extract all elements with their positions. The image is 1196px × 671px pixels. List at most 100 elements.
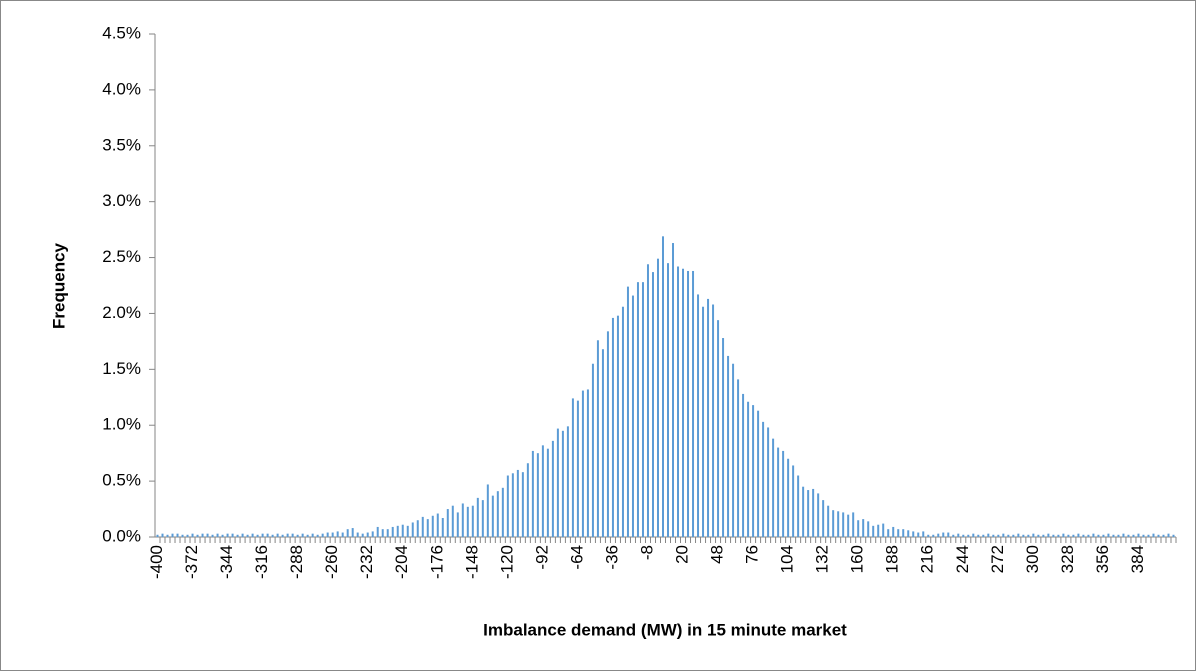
bar: [646, 264, 649, 537]
bar: [531, 450, 534, 537]
bar: [1062, 533, 1065, 537]
bar: [236, 534, 239, 537]
bar: [972, 533, 975, 537]
bar: [1107, 533, 1110, 537]
bar: [772, 438, 775, 537]
bar: [306, 534, 309, 537]
bar: [1042, 534, 1045, 537]
bar: [601, 349, 604, 537]
bar: [656, 258, 659, 537]
y-tick-label: 3.0%: [102, 191, 141, 210]
y-axis-title: Frequency: [49, 242, 68, 329]
bar: [406, 525, 409, 537]
bar: [556, 428, 559, 537]
x-tick-label: -316: [252, 545, 271, 579]
bar: [241, 533, 244, 537]
bar: [376, 526, 379, 537]
x-tick-label: -120: [497, 545, 516, 579]
x-tick-label: 244: [953, 545, 972, 573]
bar: [977, 534, 980, 537]
bar: [436, 513, 439, 537]
x-tick-label: 188: [883, 545, 902, 573]
bar: [812, 488, 815, 537]
bar: [692, 270, 695, 537]
bar: [206, 533, 209, 537]
bar: [992, 534, 995, 537]
x-tick-label: 300: [1023, 545, 1042, 573]
bar: [156, 534, 159, 537]
bar: [727, 355, 730, 537]
bar: [361, 533, 364, 537]
bar: [186, 534, 189, 537]
y-tick-label: 2.5%: [102, 247, 141, 266]
bar: [687, 270, 690, 537]
x-tick-label: -372: [182, 545, 201, 579]
bar: [351, 528, 354, 537]
bar: [526, 463, 529, 537]
bar: [356, 532, 359, 537]
bar: [256, 534, 259, 537]
bar: [421, 516, 424, 537]
bar: [857, 520, 860, 537]
bar: [296, 534, 299, 537]
bar: [712, 304, 715, 537]
bar: [832, 510, 835, 537]
bar: [897, 529, 900, 537]
bar: [827, 505, 830, 537]
bar: [446, 509, 449, 537]
bar: [576, 400, 579, 537]
x-tick-label: 20: [673, 545, 692, 564]
x-tick-label: 272: [988, 545, 1007, 573]
bar: [456, 512, 459, 537]
x-tick-label: -232: [357, 545, 376, 579]
bar: [571, 398, 574, 537]
bar: [912, 531, 915, 537]
bar: [546, 448, 549, 537]
bar: [651, 272, 654, 537]
bar: [962, 534, 965, 537]
bar: [621, 306, 624, 537]
bar: [1077, 533, 1080, 537]
bar: [1152, 533, 1155, 537]
bar: [491, 495, 494, 537]
bar: [401, 524, 404, 537]
y-tick-label: 1.0%: [102, 415, 141, 434]
bar: [1002, 533, 1005, 537]
bar: [757, 410, 760, 537]
x-tick-label: 160: [848, 545, 867, 573]
bar: [707, 298, 710, 537]
bar: [1172, 534, 1175, 537]
bar: [852, 512, 855, 537]
bar: [181, 534, 184, 537]
bar: [426, 519, 429, 537]
bar: [1027, 534, 1030, 537]
bar: [311, 533, 314, 537]
bar: [371, 531, 374, 537]
x-tick-label: 132: [813, 545, 832, 573]
bar: [732, 363, 735, 537]
bar: [1032, 533, 1035, 537]
bar: [797, 475, 800, 537]
bar: [967, 534, 970, 537]
bar: [1142, 534, 1145, 537]
bar: [807, 490, 810, 537]
bar: [331, 532, 334, 537]
bar: [1127, 534, 1130, 537]
x-tick-label: 76: [743, 545, 762, 564]
bar: [661, 236, 664, 537]
bar: [932, 534, 935, 537]
bar: [221, 534, 224, 537]
bar: [211, 534, 214, 537]
bar: [882, 523, 885, 537]
bar: [386, 529, 389, 537]
bar: [276, 533, 279, 537]
x-tick-label: 104: [778, 545, 797, 573]
bar: [466, 506, 469, 537]
bar: [742, 393, 745, 537]
bar: [1052, 534, 1055, 537]
x-tick-label: -344: [217, 545, 236, 579]
bar: [196, 534, 199, 537]
bar: [1057, 534, 1060, 537]
bar: [1157, 534, 1160, 537]
